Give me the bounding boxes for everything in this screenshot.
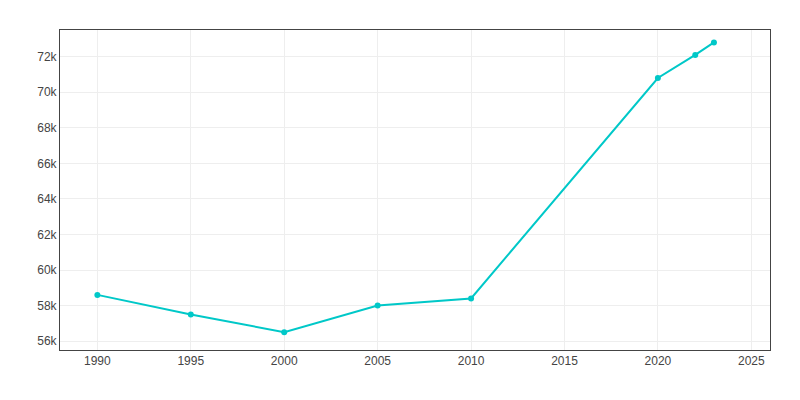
- svg-text:68k: 68k: [37, 121, 57, 135]
- svg-text:2015: 2015: [551, 354, 578, 368]
- svg-text:1990: 1990: [84, 354, 111, 368]
- svg-text:2010: 2010: [458, 354, 485, 368]
- svg-text:2000: 2000: [271, 354, 298, 368]
- svg-text:2020: 2020: [645, 354, 672, 368]
- svg-text:2005: 2005: [364, 354, 391, 368]
- svg-text:60k: 60k: [37, 263, 57, 277]
- svg-text:56k: 56k: [37, 334, 57, 348]
- svg-text:58k: 58k: [37, 299, 57, 313]
- svg-text:1995: 1995: [177, 354, 204, 368]
- svg-text:2025: 2025: [738, 354, 765, 368]
- svg-text:70k: 70k: [37, 85, 57, 99]
- svg-text:72k: 72k: [37, 50, 57, 64]
- svg-text:64k: 64k: [37, 192, 57, 206]
- svg-text:62k: 62k: [37, 228, 57, 242]
- svg-text:66k: 66k: [37, 157, 57, 171]
